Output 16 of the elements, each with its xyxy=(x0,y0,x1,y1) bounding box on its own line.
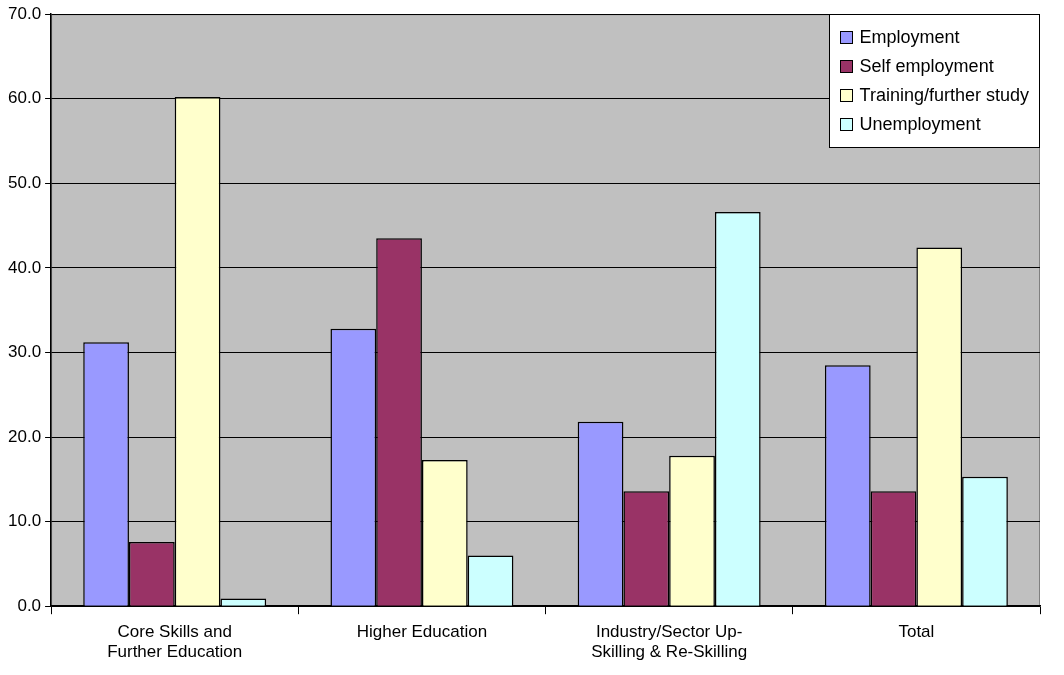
legend-label: Self employment xyxy=(859,55,994,79)
legend-label: Training/further study xyxy=(859,84,1029,108)
y-tick-label: 50.0 xyxy=(7,173,42,193)
y-tick-label: 40.0 xyxy=(7,257,42,277)
legend-label: Employment xyxy=(859,26,960,50)
y-tick-label: 20.0 xyxy=(7,426,42,446)
y-tick-label: 30.0 xyxy=(7,342,42,362)
y-tick-label: 70.0 xyxy=(7,3,42,23)
x-tick-label: Total xyxy=(898,622,935,642)
y-tick-label: 0.0 xyxy=(17,595,42,615)
x-tick-label: Higher Education xyxy=(356,622,488,642)
y-tick-label: 10.0 xyxy=(7,511,42,531)
legend-label: Unemployment xyxy=(859,113,981,137)
y-tick-label: 60.0 xyxy=(7,88,42,108)
x-tick-label: Core Skills and Further Education xyxy=(107,622,243,662)
x-tick-label: Industry/Sector Up-Skilling & Re-Skilling xyxy=(591,622,748,662)
